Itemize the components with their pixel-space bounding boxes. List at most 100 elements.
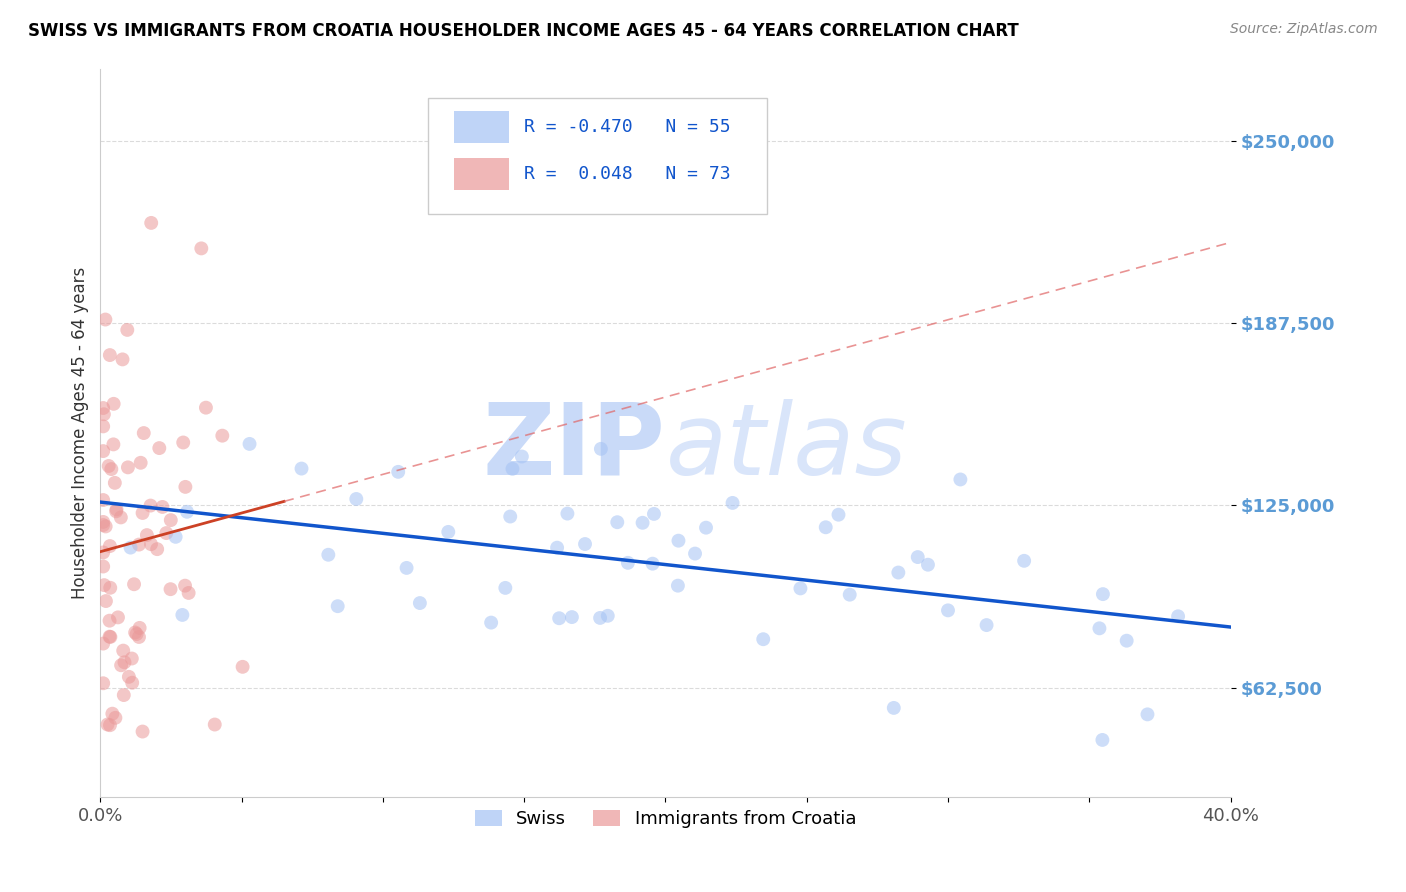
Point <box>589 611 612 625</box>
Point <box>91 545 114 559</box>
Point <box>949 473 972 487</box>
Text: R = -0.470   N = 55: R = -0.470 N = 55 <box>524 118 731 136</box>
Point <box>643 507 665 521</box>
Point <box>606 515 628 529</box>
Legend: Swiss, Immigrants from Croatia: Swiss, Immigrants from Croatia <box>467 803 863 835</box>
Point <box>318 548 340 562</box>
Point <box>112 688 135 702</box>
Point <box>917 558 939 572</box>
Point <box>131 724 153 739</box>
Point <box>94 312 117 326</box>
Point <box>103 397 125 411</box>
Point <box>1091 733 1114 747</box>
Point <box>114 655 136 669</box>
Point <box>232 660 254 674</box>
Point <box>290 461 312 475</box>
Point <box>1136 707 1159 722</box>
Point <box>121 651 143 665</box>
Point <box>204 717 226 731</box>
Point <box>96 717 118 731</box>
Point <box>148 441 170 455</box>
Point <box>557 507 579 521</box>
Point <box>98 718 121 732</box>
Text: SWISS VS IMMIGRANTS FROM CROATIA HOUSEHOLDER INCOME AGES 45 - 64 YEARS CORRELATI: SWISS VS IMMIGRANTS FROM CROATIA HOUSEHO… <box>28 22 1019 40</box>
Point <box>789 582 811 596</box>
Point <box>172 607 194 622</box>
Point <box>159 582 181 597</box>
Point <box>98 630 121 644</box>
Point <box>155 526 177 541</box>
Point <box>395 561 418 575</box>
Point <box>125 627 148 641</box>
Point <box>93 407 115 421</box>
Point <box>574 537 596 551</box>
Point <box>117 323 139 337</box>
Point <box>91 676 114 690</box>
Point <box>91 493 114 508</box>
Point <box>103 437 125 451</box>
Point <box>721 496 744 510</box>
Point <box>907 550 929 565</box>
Point <box>94 594 117 608</box>
Point <box>631 516 654 530</box>
Point <box>190 241 212 255</box>
Point <box>546 541 568 555</box>
FancyBboxPatch shape <box>454 111 509 143</box>
Point <box>548 611 571 625</box>
Point <box>104 475 127 490</box>
Point <box>344 491 367 506</box>
Point <box>94 519 117 533</box>
Text: ZIP: ZIP <box>482 399 665 496</box>
Point <box>91 401 114 415</box>
Text: R =  0.048   N = 73: R = 0.048 N = 73 <box>524 165 731 183</box>
Point <box>159 513 181 527</box>
Text: atlas: atlas <box>665 399 907 496</box>
Point <box>165 530 187 544</box>
Point <box>98 581 121 595</box>
Point <box>1115 633 1137 648</box>
Point <box>91 636 114 650</box>
Point <box>121 675 143 690</box>
Point <box>589 442 612 456</box>
Point <box>98 614 121 628</box>
Point <box>105 502 128 516</box>
Point <box>118 670 141 684</box>
Point <box>128 630 150 644</box>
Point <box>499 509 522 524</box>
Point <box>838 588 860 602</box>
Point <box>110 658 132 673</box>
Point <box>887 566 910 580</box>
Point <box>814 520 837 534</box>
Point <box>172 435 194 450</box>
Point <box>666 579 689 593</box>
Point <box>409 596 432 610</box>
Point <box>128 621 150 635</box>
Point <box>641 557 664 571</box>
Point <box>501 462 523 476</box>
Point <box>91 444 114 458</box>
Point <box>194 401 217 415</box>
Point <box>146 542 169 557</box>
Point <box>1012 554 1035 568</box>
Point <box>132 425 155 440</box>
Point <box>617 556 640 570</box>
Point <box>135 528 157 542</box>
Point <box>494 581 516 595</box>
Point <box>211 428 233 442</box>
Point <box>93 578 115 592</box>
Point <box>104 711 127 725</box>
Point <box>1088 621 1111 635</box>
Point <box>107 610 129 624</box>
Point <box>128 538 150 552</box>
Point <box>98 348 121 362</box>
Point <box>122 577 145 591</box>
Point <box>91 559 114 574</box>
Point <box>152 500 174 514</box>
Point <box>387 465 409 479</box>
Point <box>683 547 706 561</box>
Point <box>100 462 122 476</box>
Point <box>120 541 142 555</box>
Point <box>1091 587 1114 601</box>
Point <box>936 603 959 617</box>
Point <box>141 216 163 230</box>
